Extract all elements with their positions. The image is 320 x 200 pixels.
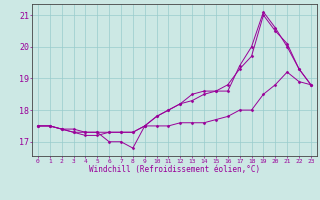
X-axis label: Windchill (Refroidissement éolien,°C): Windchill (Refroidissement éolien,°C) [89,165,260,174]
